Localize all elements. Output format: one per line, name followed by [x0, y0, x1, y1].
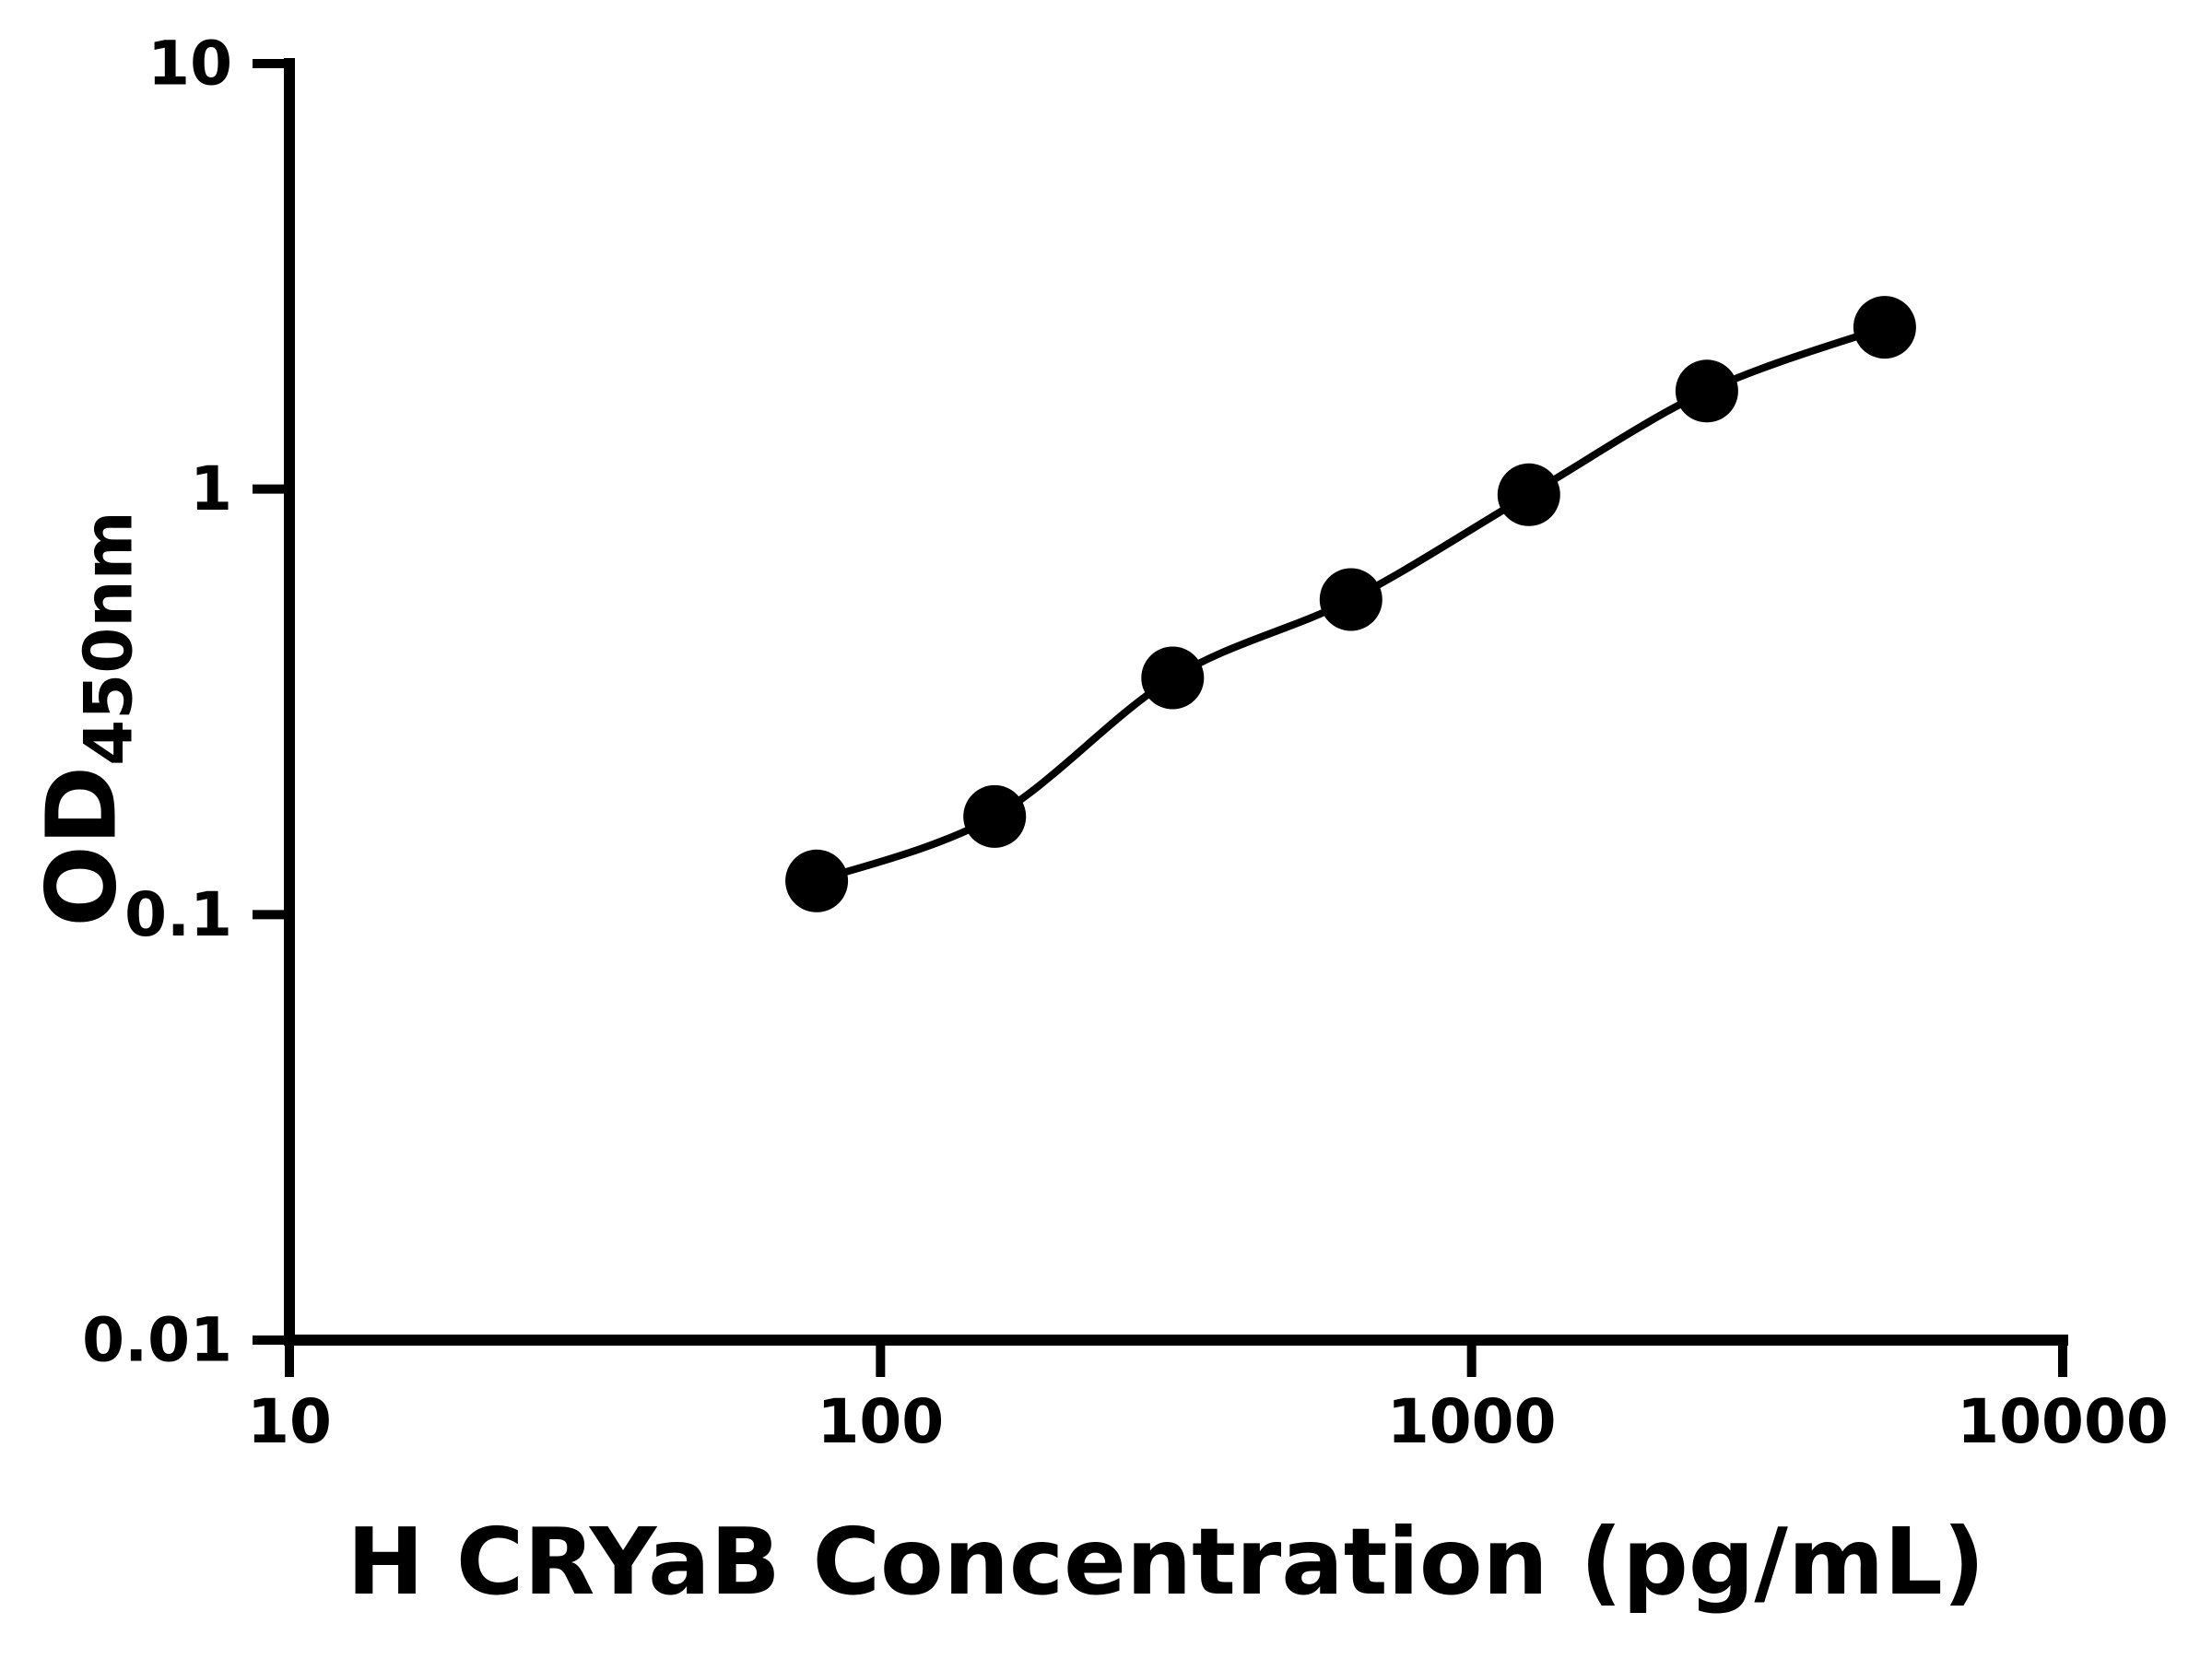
y-axis-label: OD450nm — [26, 511, 147, 926]
y-tick-label: 0.01 — [82, 1305, 232, 1376]
x-tick-label: 10 — [247, 1386, 332, 1457]
data-point — [1497, 463, 1560, 526]
x-tick-label: 10000 — [1957, 1386, 2169, 1457]
data-point — [1853, 296, 1916, 359]
x-tick-label: 1000 — [1387, 1386, 1557, 1457]
data-point — [785, 849, 849, 912]
y-tick-label: 1 — [190, 453, 232, 524]
x-tick-label: 100 — [817, 1386, 944, 1457]
x-axis-label: H CRYaB Concentration (pg/mL) — [347, 1508, 1985, 1616]
data-point — [963, 784, 1027, 848]
y-axis-label-subscript: 450nm — [69, 511, 147, 766]
y-tick-label: 0.1 — [124, 879, 232, 950]
y-tick-label: 10 — [147, 29, 232, 100]
data-point — [1675, 359, 1738, 423]
data-point — [1319, 568, 1382, 631]
data-point — [1141, 646, 1205, 710]
y-axis-label-main: OD — [25, 765, 138, 927]
